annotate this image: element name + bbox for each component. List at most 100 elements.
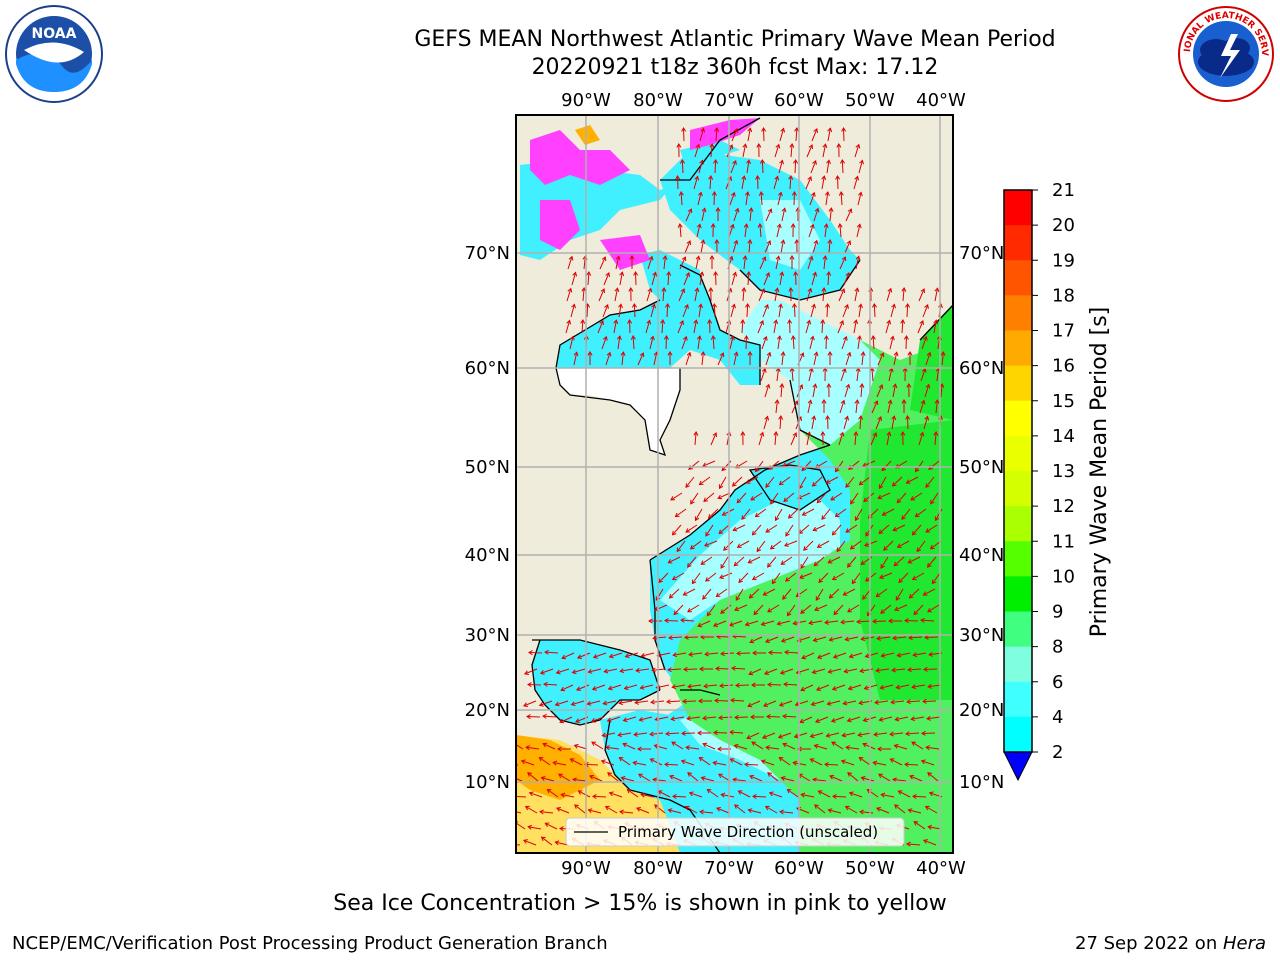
wave-arrow-head [813,561,819,567]
wave-arrow [840,191,843,206]
wave-arrow [842,304,849,318]
wave-arrow-head [887,399,893,405]
wave-arrow-head [905,731,910,737]
wave-arrow-head [728,621,734,627]
wave-arrow [773,320,777,334]
wave-arrow-head [905,479,911,484]
wave-arrow-head [618,700,624,706]
wave-arrow-head [847,607,852,613]
wave-arrow [709,175,712,190]
wave-arrow [805,320,811,334]
wave-arrow [528,826,542,830]
wave-arrow-head [752,793,757,800]
wave-arrow [799,716,813,723]
wave-arrow-head [729,758,735,763]
wave-arrow [779,272,783,286]
wave-arrow-head [520,759,526,765]
wave-arrow-head [694,287,700,293]
wave-arrow [779,476,791,486]
wave-arrow-head [714,239,720,244]
top-lon-label: 40°W [916,90,966,111]
wave-arrow [573,352,578,366]
colorbar-tick-label: 21 [1052,180,1075,201]
credit-text: NCEP/EMC/Verification Post Processing Pr… [12,933,608,954]
colorbar-tick-label: 14 [1052,426,1075,447]
wave-arrow-head [927,824,933,830]
wave-arrow-head [744,191,750,196]
wave-arrow [636,668,650,672]
wave-arrow-head [729,335,735,341]
wave-arrow [801,460,812,471]
wave-arrow [763,700,777,707]
wave-arrow-head [886,431,892,437]
wave-arrow-head [875,667,880,673]
colorbar-segment [1004,471,1032,507]
wave-arrow-head [587,808,593,814]
wave-arrow [829,775,843,782]
wave-arrow [709,319,711,334]
wave-arrow-head [827,808,833,814]
wave-arrow [902,287,905,302]
wave-arrow-head [900,319,906,324]
wave-arrow-head [633,271,639,276]
wave-arrow [783,492,795,502]
wave-arrow-head [893,561,899,567]
wave-arrow-head [842,335,848,341]
wave-arrow-head [773,431,779,436]
wave-arrow [901,319,904,334]
wave-arrow [813,778,827,782]
wave-arrow-head [665,731,670,737]
wave-arrow [887,400,892,414]
wave-arrow-head [858,415,864,420]
wave-arrow [844,668,858,673]
wave-arrow-head [809,335,815,341]
wave-arrow-head [569,758,575,763]
wave-arrow [749,588,760,599]
wave-arrow-head [667,559,673,564]
wave-arrow-head [712,622,718,627]
wave-arrow-head [540,836,546,842]
wave-arrow-head [770,499,775,505]
wave-arrow [793,303,796,318]
wave-arrow [881,794,895,798]
wave-arrow-head [847,685,853,691]
wave-arrow-head [924,304,929,309]
wave-arrow-head [638,773,643,779]
wave-arrow-head [865,531,870,537]
wave-arrow [716,588,728,597]
wave-arrow-head [814,606,820,612]
wave-arrow-head [668,593,674,599]
wave-arrow [702,460,716,467]
wave-arrow [832,524,842,536]
wave-arrow [878,524,890,534]
wave-arrow [909,588,920,599]
wave-arrow-head [765,745,770,751]
wave-arrow-head [914,467,920,473]
wave-arrow-head [921,730,926,736]
wave-arrow-head [731,482,737,487]
wave-arrow [794,732,808,738]
wave-arrow-head [779,159,784,165]
wave-arrow [782,715,797,718]
wave-arrow-head [872,432,878,438]
wave-arrow [829,636,843,641]
wave-arrow [829,588,840,599]
wave-arrow-head [781,207,787,213]
wave-arrow-head [567,287,573,293]
wave-arrow [641,794,655,798]
wave-arrow-head [853,319,859,325]
wave-arrow-head [929,544,935,550]
wave-arrow-head [736,543,742,548]
wave-arrow-head [920,617,925,623]
wave-arrow [713,732,728,734]
wave-arrow [650,304,655,318]
wave-arrow-head [774,516,780,522]
wave-arrow-head [788,175,794,180]
wave-arrow-head [774,399,780,404]
wave-arrow [882,508,895,516]
wave-arrow-head [841,256,847,262]
wave-arrow-head [760,759,766,765]
wave-arrow [765,524,778,533]
wave-arrow [698,304,702,318]
wave-arrow-head [751,530,757,536]
